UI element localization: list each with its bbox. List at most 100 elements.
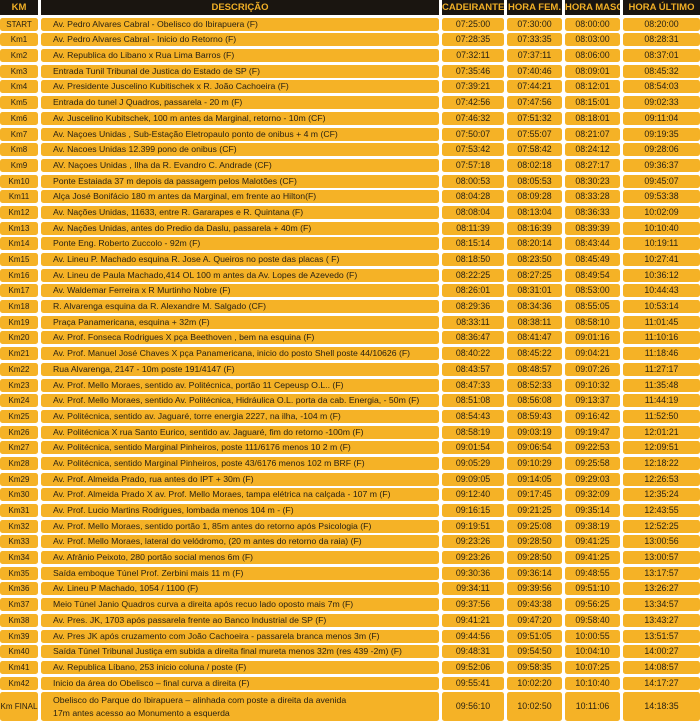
hora-masc-time-cell: 08:12:01: [565, 80, 620, 94]
hora-fem-time-cell: 09:36:14: [507, 566, 562, 580]
description-cell: Ponte Eng. Roberto Zuccolo - 92m (F): [41, 237, 439, 251]
cadeirante-time-cell: 08:51:08: [442, 394, 504, 408]
hora-masc-time-cell: 10:07:25: [565, 660, 620, 674]
table-row: Km10 Ponte Estaiada 37 m depois da passa…: [0, 174, 700, 188]
description-cell: Praça Panamericana, esquina + 32m (F): [41, 315, 439, 329]
cadeirante-time-cell: 09:55:41: [442, 676, 504, 690]
cadeirante-time-cell: 08:04:28: [442, 190, 504, 204]
table-row: Km16 Av. Lineu de Paula Machado,414 OL 1…: [0, 268, 700, 282]
hora-masc-time-cell: 09:22:53: [565, 441, 620, 455]
table-row: Km7 Av. Naçoes Unidas , Sub-Estação Elet…: [0, 127, 700, 141]
cadeirante-time-cell: 07:57:18: [442, 158, 504, 172]
hora-masc-time-cell: 09:48:55: [565, 566, 620, 580]
hora-ultimo-time-cell: 11:10:16: [623, 331, 700, 345]
km-cell: Km16: [0, 268, 38, 282]
hora-masc-time-cell: 09:58:40: [565, 613, 620, 627]
cadeirante-time-cell: 09:01:54: [442, 441, 504, 455]
hora-masc-time-cell: 08:39:39: [565, 221, 620, 235]
table-row: Km3 Entrada Tunil Tribunal de Justica do…: [0, 64, 700, 78]
table-row: Km1 Av. Pedro Alvares Cabral - Inicio do…: [0, 33, 700, 47]
table-row: Km FINAL Obelisco do Parque do Ibirapuer…: [0, 692, 700, 722]
hora-ultimo-time-cell: 11:52:50: [623, 409, 700, 423]
hora-masc-time-cell: 09:41:25: [565, 535, 620, 549]
hora-ultimo-time-cell: 13:00:57: [623, 551, 700, 565]
hora-fem-time-cell: 09:58:35: [507, 660, 562, 674]
hora-ultimo-time-cell: 13:34:57: [623, 598, 700, 612]
hora-fem-time-cell: 09:03:19: [507, 425, 562, 439]
hora-ultimo-time-cell: 08:54:03: [623, 80, 700, 94]
hora-fem-time-cell: 08:05:53: [507, 174, 562, 188]
cadeirante-time-cell: 09:48:31: [442, 645, 504, 659]
hora-fem-time-cell: 08:02:18: [507, 158, 562, 172]
hora-masc-time-cell: 08:24:12: [565, 143, 620, 157]
km-cell: Km42: [0, 676, 38, 690]
km-cell: Km7: [0, 127, 38, 141]
table-row: Km27 Av. Politécnica, sentido Marginal P…: [0, 441, 700, 455]
hora-ultimo-time-cell: 12:35:24: [623, 488, 700, 502]
hora-masc-time-cell: 09:25:58: [565, 456, 620, 470]
hora-masc-time-cell: 10:04:10: [565, 645, 620, 659]
km-cell: Km28: [0, 456, 38, 470]
hora-masc-time-cell: 08:03:00: [565, 33, 620, 47]
hora-fem-time-cell: 08:45:22: [507, 347, 562, 361]
cadeirante-time-cell: 08:43:57: [442, 362, 504, 376]
description-cell: Av. Prof. Mello Moraes, lateral do velód…: [41, 535, 439, 549]
column-header-hora-ultimo: HORA ÚLTIMO: [623, 0, 700, 15]
table-row: Km36 Av. Lineu P Machado, 1054 / 1100 (F…: [0, 582, 700, 596]
km-cell: Km18: [0, 300, 38, 314]
km-cell: Km19: [0, 315, 38, 329]
description-cell: Inicio da área do Obelisco – final curva…: [41, 676, 439, 690]
hora-fem-time-cell: 07:37:11: [507, 49, 562, 63]
hora-fem-time-cell: 08:41:47: [507, 331, 562, 345]
km-cell: Km12: [0, 205, 38, 219]
hora-fem-time-cell: 09:39:56: [507, 582, 562, 596]
table-row: Km2 Av. Republica do Libano x Rua Lima B…: [0, 49, 700, 63]
description-cell: Av. Politécnica, sentido Marginal Pinhei…: [41, 456, 439, 470]
hora-masc-time-cell: 09:07:26: [565, 362, 620, 376]
hora-masc-time-cell: 09:16:42: [565, 409, 620, 423]
description-cell: Av. Presidente Juscelino Kubitischek x R…: [41, 80, 439, 94]
hora-ultimo-time-cell: 10:53:14: [623, 300, 700, 314]
description-cell: Av. Republica do Libano x Rua Lima Barro…: [41, 49, 439, 63]
table-row: Km35 Saída emboque Túnel Prof. Zerbini m…: [0, 566, 700, 580]
hora-fem-time-cell: 07:44:21: [507, 80, 562, 94]
km-cell: Km5: [0, 96, 38, 110]
cadeirante-time-cell: 07:42:56: [442, 96, 504, 110]
hora-fem-time-cell: 09:28:50: [507, 535, 562, 549]
table-row: Km13 Av. Nações Unidas, antes do Predio …: [0, 221, 700, 235]
km-cell: Km24: [0, 394, 38, 408]
hora-masc-time-cell: 09:04:21: [565, 347, 620, 361]
hora-fem-time-cell: 09:10:29: [507, 456, 562, 470]
hora-fem-time-cell: 08:56:08: [507, 394, 562, 408]
hora-masc-time-cell: 09:35:14: [565, 504, 620, 517]
km-cell: Km17: [0, 284, 38, 298]
hora-fem-time-cell: 09:21:25: [507, 504, 562, 517]
table-row: Km8 Av. Nacoes Unidas 12.399 pono de oni…: [0, 143, 700, 157]
table-row: Km5 Entrada do tunel J Quadros, passarel…: [0, 96, 700, 110]
cadeirante-time-cell: 08:33:11: [442, 315, 504, 329]
table-header-row: KM DESCRIÇÃO CADEIRANTE HORA FEM. HORA M…: [0, 0, 700, 15]
column-header-hora-masc: HORA MASC.: [565, 0, 620, 15]
table-row: Km6 Av. Juscelino Kubitschek, 100 m ante…: [0, 111, 700, 125]
hora-fem-time-cell: 08:27:25: [507, 268, 562, 282]
hora-ultimo-time-cell: 13:43:27: [623, 613, 700, 627]
km-cell: Km9: [0, 158, 38, 172]
km-cell: Km32: [0, 519, 38, 533]
cadeirante-time-cell: 09:23:26: [442, 551, 504, 565]
description-cell: Meio Túnel Janio Quadros curva a direita…: [41, 598, 439, 612]
cadeirante-time-cell: 08:00:53: [442, 174, 504, 188]
table-row: Km38 Av. Pres. JK, 1703 após passarela f…: [0, 613, 700, 627]
km-cell: Km38: [0, 613, 38, 627]
table-row: Km15 Av. Lineu P. Machado esquina R. Jos…: [0, 253, 700, 266]
km-cell: Km22: [0, 362, 38, 376]
description-cell: Av. Waldemar Ferreira x R Murtinho Nobre…: [41, 284, 439, 298]
hora-masc-time-cell: 08:53:00: [565, 284, 620, 298]
hora-ultimo-time-cell: 14:17:27: [623, 676, 700, 690]
hora-fem-time-cell: 09:06:54: [507, 441, 562, 455]
cadeirante-time-cell: 09:41:21: [442, 613, 504, 627]
hora-ultimo-time-cell: 09:11:04: [623, 111, 700, 125]
table-row: Km23 Av. Prof. Mello Moraes, sentido av.…: [0, 378, 700, 392]
table-row: Km11 Alça José Bonifácio 180 m antes da …: [0, 190, 700, 204]
description-cell: Ponte Estaiada 37 m depois da passagem p…: [41, 174, 439, 188]
cadeirante-time-cell: 07:46:32: [442, 111, 504, 125]
